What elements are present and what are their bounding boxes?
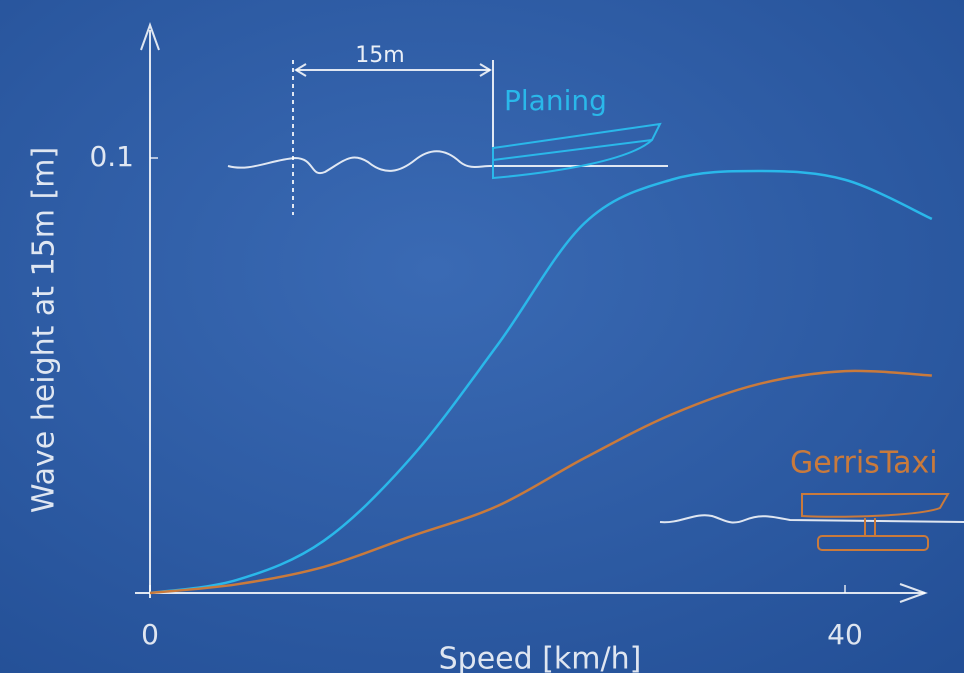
y-tick-label: 0.1 [89, 140, 134, 173]
gerris-diagram [659, 514, 964, 524]
series-label: GerrisTaxi [790, 446, 938, 481]
series-label: Planing [504, 84, 607, 117]
x-tick-label: 40 [827, 618, 863, 651]
plot-area: 0 40 0.1 Planing GerrisTaxi [89, 84, 937, 651]
gerris-boat [801, 493, 950, 551]
series-line [149, 369, 932, 595]
x-axis-label: Speed [km/h] [439, 642, 642, 673]
series-line [149, 169, 933, 595]
y-axis-label: Wave height at 15m [m] [27, 147, 62, 513]
planing-boat [492, 122, 662, 180]
planing-diagram [227, 60, 668, 215]
x-tick-label: 0 [141, 618, 159, 651]
distance-annotation: 15m [355, 43, 404, 68]
axes [135, 22, 928, 603]
